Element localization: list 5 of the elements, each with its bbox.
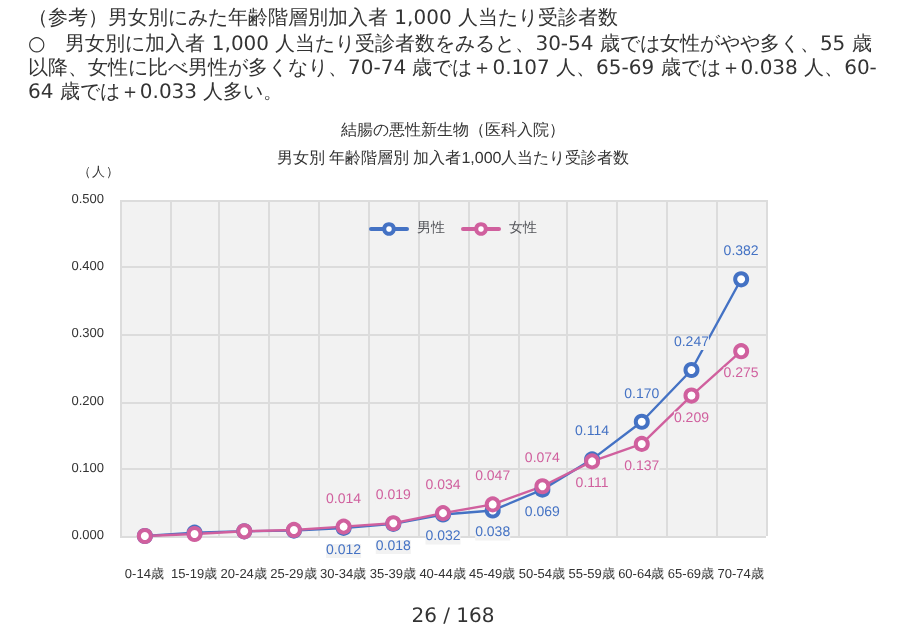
text: （参考）男女別にみた年齢階層別加入者 1,000 人当たり受診者数: [28, 8, 620, 32]
chart-title: 結腸の悪性新生物（医科入院）: [339, 121, 565, 139]
chart-subtitle: 男女別 年齢階層別 加入者1,000人当たり受診者数: [276, 149, 630, 167]
text: 26 / 168: [409, 606, 497, 628]
text: ○ 男女別に加入者 1,000 人当たり受診者数をみると、30-54 歳では女性がやや多く、55 歳以降、女性に比べ男性が多くなり、70-74 歳では＋0.107 人、65-69 歳では＋0.038 人、60-64 歳では＋0.033 人多い。: [28, 34, 879, 106]
